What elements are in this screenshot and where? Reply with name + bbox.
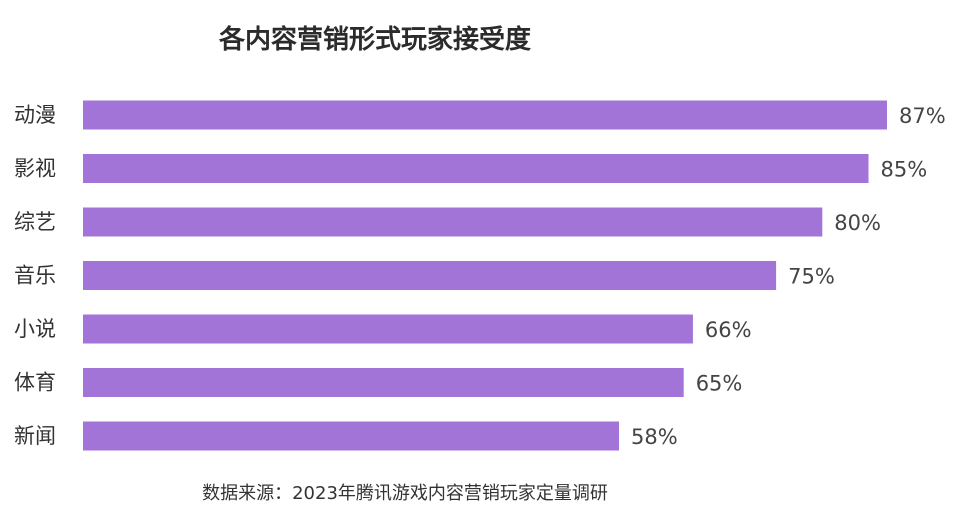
bars-group: 动漫 87% 影视 85% 综艺 80% 音乐 75% 小说 66% 体育 65% 新闻 58% (14, 100, 946, 451)
value-label: 65% (696, 372, 743, 396)
value-label: 66% (705, 318, 752, 342)
category-label: 小说 (14, 317, 56, 341)
source-note: 数据来源：2023年腾讯游戏内容营销玩家定量调研 (202, 483, 608, 504)
chart-title: 各内容营销形式玩家接受度 (218, 24, 531, 55)
bar (83, 314, 693, 344)
bar (83, 261, 777, 290)
value-label: 87% (899, 104, 946, 128)
bar (83, 368, 684, 397)
bar (83, 421, 619, 451)
category-label: 新闻 (14, 424, 56, 448)
value-label: 58% (631, 425, 678, 449)
bar (83, 154, 869, 183)
value-label: 80% (834, 211, 881, 235)
category-label: 音乐 (14, 264, 56, 288)
bar (83, 207, 823, 237)
category-label: 动漫 (14, 103, 56, 127)
value-label: 85% (881, 158, 928, 182)
category-label: 影视 (14, 157, 56, 181)
category-label: 体育 (14, 371, 56, 395)
value-label: 75% (788, 265, 835, 289)
bar (83, 100, 887, 130)
category-label: 综艺 (14, 210, 56, 234)
